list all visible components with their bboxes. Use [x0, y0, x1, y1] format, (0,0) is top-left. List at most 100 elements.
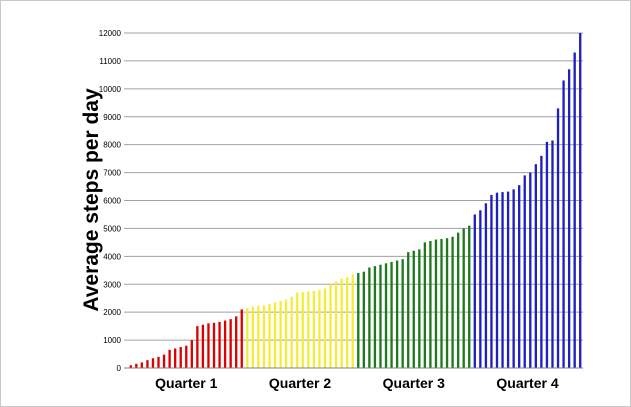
bar-quarter-3-14: [429, 240, 432, 368]
bar-quarter-4-2: [479, 210, 482, 368]
bar-quarter-2-17: [334, 281, 338, 368]
y-tick-label: 4000: [103, 252, 121, 261]
bar-quarter-1-4: [146, 360, 149, 368]
bar-quarter-3-11: [412, 250, 415, 368]
y-axis-label: Average steps per day: [80, 88, 103, 312]
bar-quarter-2-18: [340, 278, 343, 368]
bar-quarter-2-15: [323, 288, 327, 368]
gridlines: [124, 32, 583, 341]
bar-quarter-3-5: [379, 264, 382, 368]
bar-quarter-1-8: [168, 349, 171, 368]
y-tick-label: 3000: [103, 280, 121, 289]
bar-quarter-1-18: [223, 320, 227, 368]
bar-quarter-2-8: [284, 299, 288, 368]
bar-quarter-3-19: [456, 232, 460, 368]
bar-quarter-4-12: [534, 164, 537, 368]
bar-quarter-4-9: [518, 185, 521, 368]
bar-quarter-1-17: [218, 321, 221, 368]
y-tick-label: 11000: [99, 57, 121, 66]
bar-quarter-3-21: [468, 225, 471, 369]
bar-quarter-1-5: [151, 358, 155, 368]
bar-quarter-2-3: [257, 306, 260, 368]
quarter-label: Quarter 3: [383, 375, 445, 391]
bar-quarter-2-9: [290, 296, 293, 368]
bar-quarter-3-1: [357, 273, 360, 368]
y-tick-label: 6000: [103, 197, 121, 206]
bar-quarter-2-2: [251, 306, 255, 368]
bar-quarter-4-8: [512, 189, 515, 368]
bar-quarter-2-7: [279, 301, 282, 368]
y-tick-label: 7000: [103, 169, 121, 178]
bar-quarter-1-10: [179, 347, 182, 368]
bar-quarter-1-2: [135, 363, 138, 368]
bar-quarter-1-11: [185, 345, 188, 368]
y-tick-label: 0: [117, 364, 122, 373]
bar-quarter-4-1: [473, 214, 476, 368]
bar-quarter-2-1: [246, 307, 249, 368]
y-tick-label: 2000: [103, 308, 121, 317]
bar-quarter-4-18: [567, 69, 571, 368]
bar-quarter-4-11: [529, 172, 532, 368]
bar-quarter-2-10: [296, 292, 299, 369]
bar-quarter-1-1: [129, 365, 132, 368]
bar-quarter-2-4: [262, 305, 266, 368]
bar-quarter-4-16: [556, 108, 560, 369]
quarter-labels: Quarter 1 Quarter 2 Quarter 3 Quarter 4: [155, 375, 559, 391]
bar-quarter-3-7: [390, 261, 393, 368]
bar-quarter-3-9: [401, 259, 404, 369]
quarter-label: Quarter 4: [496, 375, 558, 391]
bar-quarter-3-12: [418, 249, 421, 368]
bar-quarter-1-15: [207, 323, 210, 368]
bar-quarter-3-2: [362, 271, 365, 368]
bar-quarter-1-12: [190, 340, 193, 368]
bar-quarter-1-6: [157, 356, 160, 368]
bar-quarter-4-6: [501, 192, 504, 369]
bar-quarter-1-20: [235, 316, 238, 368]
bar-quarter-1-21: [240, 309, 243, 369]
bar-quarter-3-4: [373, 266, 377, 368]
bar-quarter-3-20: [462, 228, 465, 368]
bar-quarter-4-4: [490, 194, 493, 368]
bar-quarter-1-7: [162, 354, 166, 368]
bar-quarter-2-20: [351, 274, 354, 368]
bar-quarter-4-3: [484, 203, 488, 368]
bar-quarter-1-19: [229, 319, 232, 368]
y-tick-label: 12000: [99, 29, 122, 38]
bar-quarter-4-20: [579, 33, 582, 368]
quarter-label: Quarter 1: [155, 375, 217, 391]
bar-quarter-3-15: [434, 239, 438, 368]
bar-quarter-3-18: [451, 236, 454, 368]
quarter-label: Quarter 2: [269, 375, 331, 391]
bar-quarter-2-11: [301, 292, 304, 368]
bar-quarter-4-17: [562, 80, 565, 369]
y-tick-label: 9000: [103, 113, 121, 122]
bar-quarter-4-5: [495, 192, 499, 368]
bar-quarter-4-14: [545, 141, 549, 368]
bar-quarter-1-14: [201, 324, 205, 368]
bars: [129, 33, 582, 369]
bar-quarter-3-6: [384, 263, 388, 368]
bar-quarter-1-3: [140, 362, 144, 368]
bar-quarter-4-10: [523, 175, 526, 368]
y-tick-label: 5000: [103, 224, 121, 233]
y-axis-ticks: 0 1000 2000 3000 4000 5000 6000 7000 8000 9000 100…: [99, 29, 122, 373]
bar-quarter-1-9: [174, 348, 177, 368]
bar-quarter-2-13: [312, 290, 316, 368]
bar-quarter-3-8: [395, 260, 399, 368]
bar-quarter-4-13: [540, 155, 543, 368]
bar-quarter-4-7: [506, 191, 510, 368]
bar-quarter-3-13: [423, 242, 427, 369]
bar-quarter-4-19: [573, 52, 576, 368]
bar-quarter-3-16: [440, 239, 443, 368]
bar-quarter-1-13: [196, 326, 199, 369]
bar-quarter-2-12: [307, 291, 310, 368]
bar-quarter-2-5: [268, 303, 271, 368]
bar-quarter-3-10: [407, 252, 410, 368]
bar-quarter-3-17: [445, 238, 449, 368]
bar-quarter-2-6: [273, 302, 277, 368]
bar-quarter-4-15: [551, 140, 554, 368]
y-tick-label: 1000: [103, 336, 121, 345]
bar-quarter-2-14: [318, 289, 321, 368]
